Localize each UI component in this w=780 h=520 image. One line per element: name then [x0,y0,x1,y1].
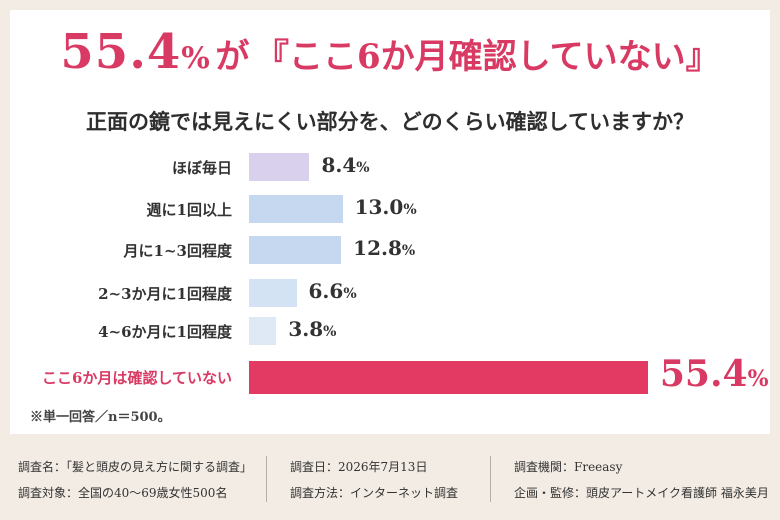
survey-date: 調査日：2026年7月13日 [290,460,428,474]
supervision: 企画・監修：頭皮アートメイク看護師 福永美月 [514,486,769,500]
value-label: 6.6% [309,279,357,303]
value-unit: % [343,286,357,302]
category-label: 月に1~3回程度 [123,242,232,260]
value-number: 55.4 [659,353,748,395]
bar [249,279,297,307]
value-number: 8.4 [321,153,357,177]
value-unit: % [403,202,417,218]
survey-footer: 調査名：「髪と頭皮の見え方に関する調査」 調査対象：全国の40～69歳女性500… [0,434,780,520]
bar [249,317,277,345]
bar [249,153,310,181]
sample-note: ※単一回答／n＝500。 [30,410,171,425]
footer-divider [266,456,267,502]
footer-col-2: 調査日：2026年7月13日 調査方法：インターネット調査 [290,454,458,506]
value-unit: % [356,160,370,176]
value-unit: % [323,324,337,340]
value-number: 13.0 [354,195,404,219]
category-label: ここ6か月は確認していない [42,369,232,387]
survey-method: 調査方法：インターネット調査 [290,486,459,500]
footer-col-1: 調査名：「髪と頭皮の見え方に関する調査」 調査対象：全国の40～69歳女性500… [18,454,252,506]
value-unit: % [401,243,416,259]
footer-col-3: 調査機関：Freeasy 企画・監修：頭皮アートメイク看護師 福永美月 [514,454,769,506]
category-label: 2~3か月に1回程度 [98,285,232,303]
category-label: 4~6か月に1回程度 [98,323,232,341]
value-label: 3.8% [288,317,336,341]
bar [249,360,648,394]
value-label: 8.4% [321,153,369,177]
chart-card: 55.4% が 『ここ6か月確認していない』 正面の鏡では見えにくい部分を、どの… [10,10,770,434]
value-number: 12.8 [353,236,402,260]
headline: 55.4% が 『ここ6か月確認していない』 [10,24,770,80]
survey-question: 正面の鏡では見えにくい部分を、どのくらい確認していますか？ [86,109,694,134]
value-label: 55.4% [660,353,769,395]
value-number: 3.8 [288,317,324,341]
survey-agency: 調査機関：Freeasy [514,460,623,474]
headline-quote: 『ここ6か月確認していない』 [254,37,720,77]
headline-percent: % [181,41,210,76]
value-label: 13.0% [355,195,417,219]
bar [249,195,343,223]
category-label: 週に1回以上 [146,201,232,219]
value-label: 12.8% [353,236,415,260]
headline-value: 55.4 [60,24,182,80]
survey-target: 調査対象：全国の40～69歳女性500名 [18,486,228,500]
bar [249,236,342,264]
value-number: 6.6 [308,279,344,303]
survey-name: 調査名：「髪と頭皮の見え方に関する調査」 [18,460,253,474]
category-label: ほぼ毎日 [171,159,232,177]
headline-connector: が [215,37,250,77]
value-unit: % [747,366,769,392]
footer-divider [490,456,491,502]
